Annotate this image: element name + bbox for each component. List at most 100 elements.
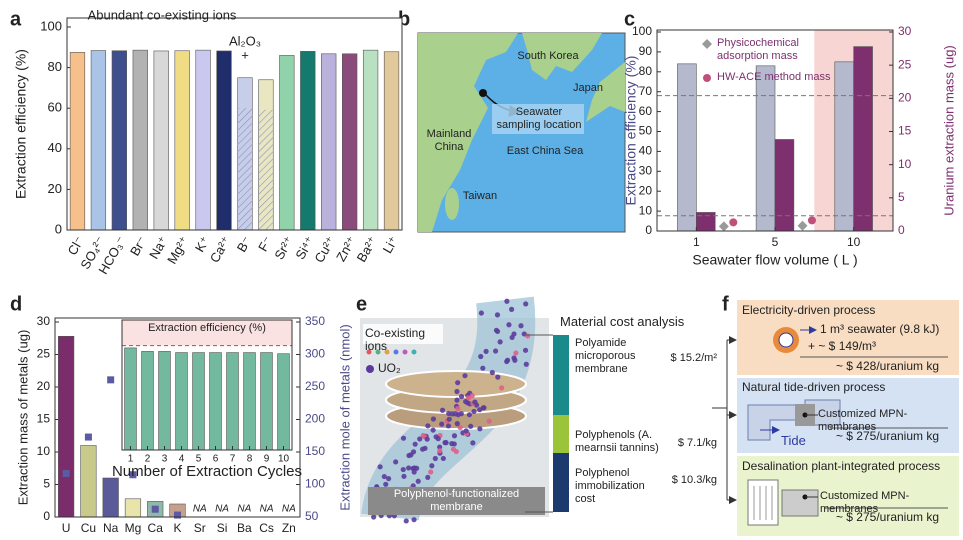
x-tick-label: Ba <box>237 521 252 535</box>
plot-frame <box>66 17 403 231</box>
particle <box>480 365 486 371</box>
x-tick-label: 10 <box>278 454 290 465</box>
x-axis-label: Seawater flow volume ( L ) <box>692 252 857 268</box>
x-tick-label: Na <box>103 521 119 535</box>
particle <box>424 436 430 442</box>
marker-square <box>62 469 70 477</box>
bar <box>260 352 273 451</box>
y-axis-label: Extraction mass of metals (ug) <box>15 330 30 506</box>
x-tick-label: Zn <box>282 521 296 535</box>
bar <box>243 352 256 451</box>
particle <box>371 514 377 520</box>
y2-tick-label: 350 <box>305 314 325 328</box>
x-tick-label: 5 <box>196 454 202 465</box>
cost-item: Polyphenol immobilization cost <box>575 467 645 505</box>
particle <box>433 434 439 440</box>
y-tick-label: 10 <box>37 444 51 458</box>
particle <box>471 408 477 415</box>
x-tick-label: Ca <box>148 521 164 535</box>
x-axis-label: Number of Extraction Cycles <box>112 463 302 480</box>
process-detail: Customized MPN-membranes <box>818 408 908 433</box>
x-tick-label: K <box>173 521 181 535</box>
particle <box>437 448 443 454</box>
particle <box>462 373 468 379</box>
value-label: NA <box>215 504 229 515</box>
y-tick-label: 90 <box>639 44 653 58</box>
particle <box>466 412 473 418</box>
plot-frame <box>121 319 293 451</box>
particle <box>468 423 474 429</box>
particle <box>417 436 423 442</box>
particle <box>494 312 501 318</box>
x-tick-label: B⁻ <box>234 234 255 255</box>
panel-label: f <box>722 293 729 315</box>
particle <box>411 469 417 475</box>
x-tick-label: 2 <box>145 454 151 465</box>
x-tick-label: F⁻ <box>255 234 275 254</box>
process-cost: ~ $ 275/uranium kg <box>835 429 940 443</box>
panel-label: c <box>624 8 635 30</box>
value-label: NA <box>282 504 296 515</box>
y2-tick-label: 250 <box>305 379 325 393</box>
map-label: Mainland China <box>426 128 472 153</box>
legend-marker <box>702 39 712 49</box>
bar <box>141 351 154 451</box>
bar <box>774 139 795 232</box>
bar <box>834 61 854 232</box>
particle <box>425 474 431 481</box>
particle <box>430 427 436 433</box>
plot-frame <box>656 29 894 232</box>
particle <box>446 416 452 422</box>
panel-label: d <box>10 293 22 315</box>
marker-square <box>84 433 92 441</box>
x-tick-label: 9 <box>264 454 270 465</box>
particle <box>495 374 501 380</box>
marker-diamond <box>797 220 808 231</box>
particle <box>414 465 420 471</box>
particle <box>401 473 407 479</box>
particle <box>513 350 519 356</box>
bar <box>80 445 97 518</box>
particle <box>518 323 524 329</box>
particle <box>450 446 457 452</box>
y-tick-label: 15 <box>37 412 51 426</box>
y2-tick-label: 200 <box>305 412 325 426</box>
y-axis-label: Extraction efficiency (%) <box>13 49 29 199</box>
particle <box>381 473 387 480</box>
x-tick-label: Mg²⁺ <box>164 234 192 267</box>
y-tick-label: 0 <box>645 223 652 237</box>
legend-marker <box>703 74 711 82</box>
particle <box>499 385 505 391</box>
x-tick-label: 7 <box>230 454 236 465</box>
particle <box>439 421 445 427</box>
panel-label: a <box>10 8 22 30</box>
particle <box>504 357 511 363</box>
bar <box>192 352 205 451</box>
bar <box>174 50 190 231</box>
process-cost: ~ $ 275/uranium kg <box>835 510 940 524</box>
particle <box>410 449 417 455</box>
bar <box>696 212 716 232</box>
legend-label: HW-ACE method mass <box>717 71 831 83</box>
bar <box>102 477 119 518</box>
y2-axis-label: Extraction mole of metals (nmol) <box>337 324 352 510</box>
y-tick-label: 50 <box>639 124 653 138</box>
particle <box>477 407 483 413</box>
bar <box>175 352 188 451</box>
particle <box>429 463 435 469</box>
process-title: Natural tide-driven process <box>742 380 886 394</box>
y2-tick-label: 30 <box>898 24 912 38</box>
x-tick-label: Zn²⁺ <box>333 234 359 264</box>
particle <box>472 399 478 405</box>
particle <box>458 393 465 400</box>
x-tick-label: U <box>62 521 71 535</box>
particle <box>511 331 517 337</box>
y-axis-label: Extraction efficiency (%) <box>623 56 639 206</box>
particle <box>478 353 484 360</box>
particle <box>477 426 483 432</box>
particle <box>377 464 383 470</box>
annotation: + <box>241 47 249 62</box>
particle <box>458 411 464 417</box>
process-boxes <box>737 300 959 536</box>
